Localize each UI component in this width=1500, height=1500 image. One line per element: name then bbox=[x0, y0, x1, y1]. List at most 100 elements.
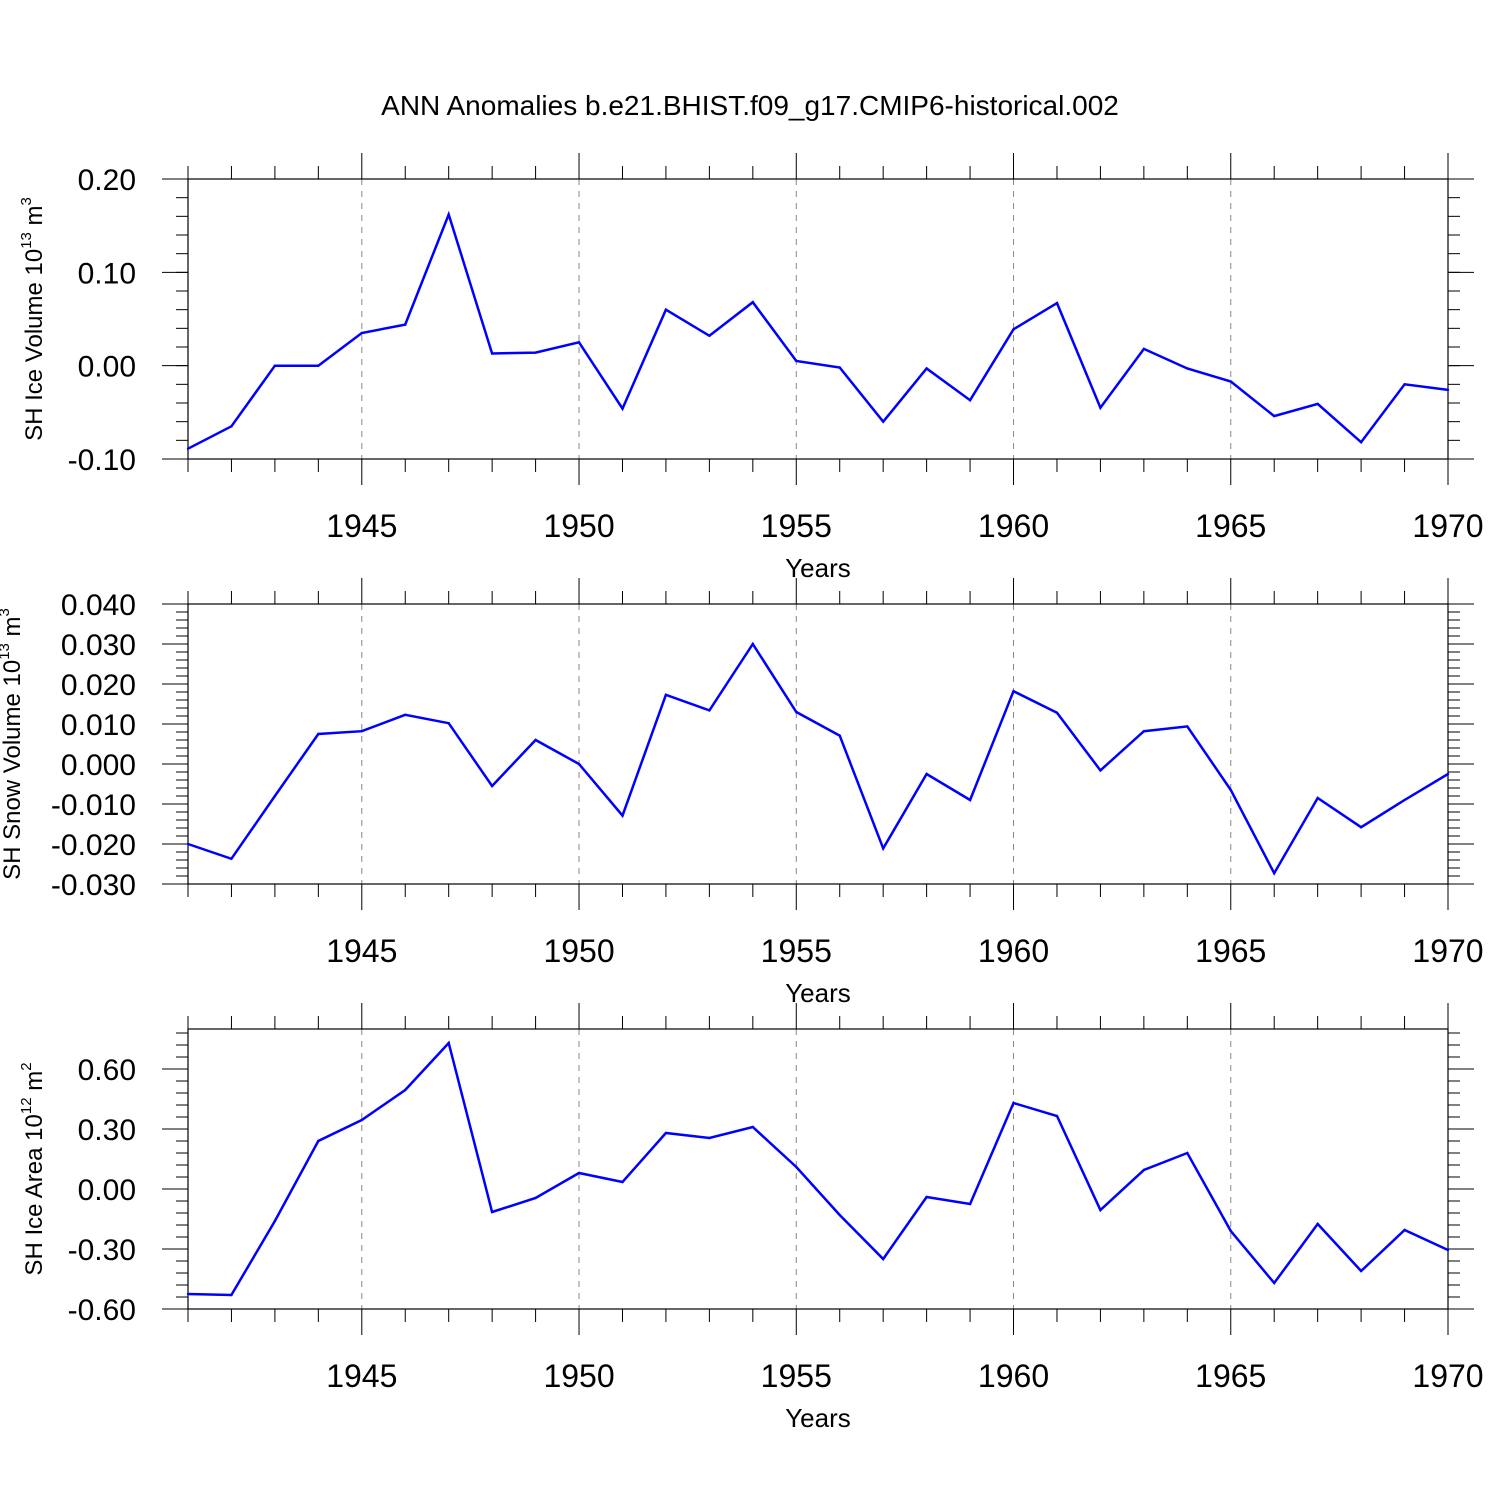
y-tick-label: -0.010 bbox=[51, 789, 136, 822]
data-point-1949 bbox=[534, 738, 537, 742]
y-tick-label: 0.20 bbox=[78, 164, 136, 197]
data-point-1949 bbox=[534, 1196, 537, 1200]
data-point-1970 bbox=[1446, 388, 1450, 392]
data-point-1955 bbox=[795, 1165, 798, 1169]
data-point-1953 bbox=[708, 1136, 711, 1140]
y-axis-label: SH Ice Volume 1013 m3 bbox=[18, 197, 48, 441]
data-point-1941 bbox=[186, 842, 190, 846]
data-point-1958 bbox=[925, 1195, 928, 1199]
chart-panel-3: -0.60 -0.30 0.00 0.30 0.60 1945 1950 1955 1960 19… bbox=[18, 1003, 1484, 1433]
x-tick-label: 1950 bbox=[543, 508, 614, 544]
data-point-1965 bbox=[1229, 380, 1232, 383]
data-point-1957 bbox=[881, 847, 885, 850]
x-tick-label: 1950 bbox=[543, 933, 614, 969]
y-tick-label: 0.030 bbox=[61, 629, 136, 662]
x-tick-label: 1955 bbox=[761, 933, 832, 969]
data-point-1966 bbox=[1273, 872, 1276, 875]
data-point-1963 bbox=[1142, 1168, 1146, 1172]
x-tick-label: 1955 bbox=[761, 1358, 832, 1394]
y-axis-label: SH Ice Area 1012 m2 bbox=[18, 1062, 48, 1275]
x-tick-label: 1945 bbox=[326, 1358, 397, 1394]
y-tick-label: 0.60 bbox=[78, 1054, 136, 1087]
x-tick-label: 1965 bbox=[1195, 1358, 1266, 1394]
data-point-1966 bbox=[1273, 414, 1276, 418]
data-point-1966 bbox=[1273, 1281, 1276, 1285]
x-tick-label: 1970 bbox=[1412, 933, 1483, 969]
x-tick-label: 1945 bbox=[326, 508, 397, 544]
data-point-1952 bbox=[664, 693, 668, 696]
x-tick-label: 1960 bbox=[978, 933, 1049, 969]
data-point-1947 bbox=[447, 213, 450, 216]
x-tick-label: 1955 bbox=[761, 508, 832, 544]
data-point-1949 bbox=[534, 351, 537, 354]
x-axis-label: Years bbox=[785, 553, 851, 583]
y-tick-label: 0.040 bbox=[61, 589, 136, 622]
data-point-1952 bbox=[664, 308, 668, 311]
x-tick-label: 1965 bbox=[1195, 933, 1266, 969]
y-tick-label: 0.010 bbox=[61, 709, 136, 742]
data-point-1958 bbox=[925, 772, 928, 776]
data-point-1946 bbox=[404, 323, 407, 326]
data-point-1954 bbox=[751, 301, 755, 304]
data-point-1941 bbox=[186, 1292, 190, 1296]
x-tick-label: 1945 bbox=[326, 933, 397, 969]
data-point-1953 bbox=[708, 334, 711, 337]
plot-frame bbox=[187, 178, 1449, 460]
data-point-1954 bbox=[751, 1125, 755, 1129]
series-line bbox=[187, 641, 1449, 876]
data-point-1967 bbox=[1316, 402, 1319, 406]
data-point-1946 bbox=[404, 713, 407, 716]
data-point-1955 bbox=[795, 710, 798, 714]
data-point-1945 bbox=[360, 331, 363, 335]
data-point-1955 bbox=[795, 359, 798, 363]
data-point-1963 bbox=[1142, 730, 1146, 733]
data-point-1954 bbox=[751, 642, 755, 646]
y-tick-label: 0.00 bbox=[78, 1174, 136, 1207]
data-point-1964 bbox=[1186, 367, 1189, 370]
data-point-1944 bbox=[317, 364, 320, 367]
data-point-1944 bbox=[317, 732, 320, 736]
data-point-1961 bbox=[1055, 301, 1059, 305]
panels: -0.10 0.00 0.10 0.20 1945 1950 1955 1960 1965 197… bbox=[0, 153, 1484, 1433]
y-tick-label: -0.020 bbox=[51, 829, 136, 862]
data-point-1960 bbox=[1012, 1101, 1015, 1105]
chart-panel-1: -0.10 0.00 0.10 0.20 1945 1950 1955 1960 1965 197… bbox=[18, 153, 1484, 583]
data-point-1958 bbox=[925, 367, 928, 370]
data-point-1964 bbox=[1186, 1151, 1189, 1155]
data-point-1942 bbox=[230, 857, 233, 860]
data-point-1967 bbox=[1316, 796, 1319, 800]
x-tick-label: 1965 bbox=[1195, 508, 1266, 544]
data-point-1945 bbox=[360, 730, 363, 733]
data-point-1968 bbox=[1359, 1269, 1363, 1273]
y-tick-label: 0.000 bbox=[61, 749, 136, 782]
x-axis-label: Years bbox=[785, 978, 851, 1008]
figure-title: ANN Anomalies b.e21.BHIST.f09_g17.CMIP6-… bbox=[381, 90, 1119, 121]
data-point-1953 bbox=[708, 709, 711, 712]
data-point-1948 bbox=[490, 1210, 494, 1214]
x-tick-label: 1970 bbox=[1412, 1358, 1483, 1394]
y-tick-label: -0.30 bbox=[68, 1234, 136, 1267]
y-tick-label: 0.00 bbox=[78, 351, 136, 384]
data-point-1960 bbox=[1012, 328, 1015, 331]
plot-frame bbox=[187, 1028, 1449, 1310]
data-point-1945 bbox=[360, 1118, 363, 1122]
data-point-1965 bbox=[1229, 1229, 1232, 1233]
data-point-1967 bbox=[1316, 1222, 1319, 1226]
data-point-1946 bbox=[404, 1088, 407, 1092]
data-point-1962 bbox=[1099, 406, 1102, 409]
data-point-1960 bbox=[1012, 690, 1015, 693]
data-point-1947 bbox=[447, 722, 450, 725]
y-tick-label: 0.10 bbox=[78, 257, 136, 290]
data-point-1961 bbox=[1055, 711, 1059, 714]
y-tick-label: 0.30 bbox=[78, 1114, 136, 1147]
data-point-1952 bbox=[664, 1131, 668, 1135]
x-tick-label: 1970 bbox=[1412, 508, 1483, 544]
data-point-1943 bbox=[273, 364, 277, 367]
series-line bbox=[187, 1040, 1449, 1297]
data-point-1969 bbox=[1403, 1228, 1406, 1232]
data-point-1950 bbox=[577, 341, 581, 344]
data-point-1956 bbox=[838, 734, 841, 737]
data-point-1951 bbox=[621, 814, 624, 817]
y-tick-label: -0.60 bbox=[68, 1294, 136, 1327]
data-point-1959 bbox=[968, 798, 972, 802]
